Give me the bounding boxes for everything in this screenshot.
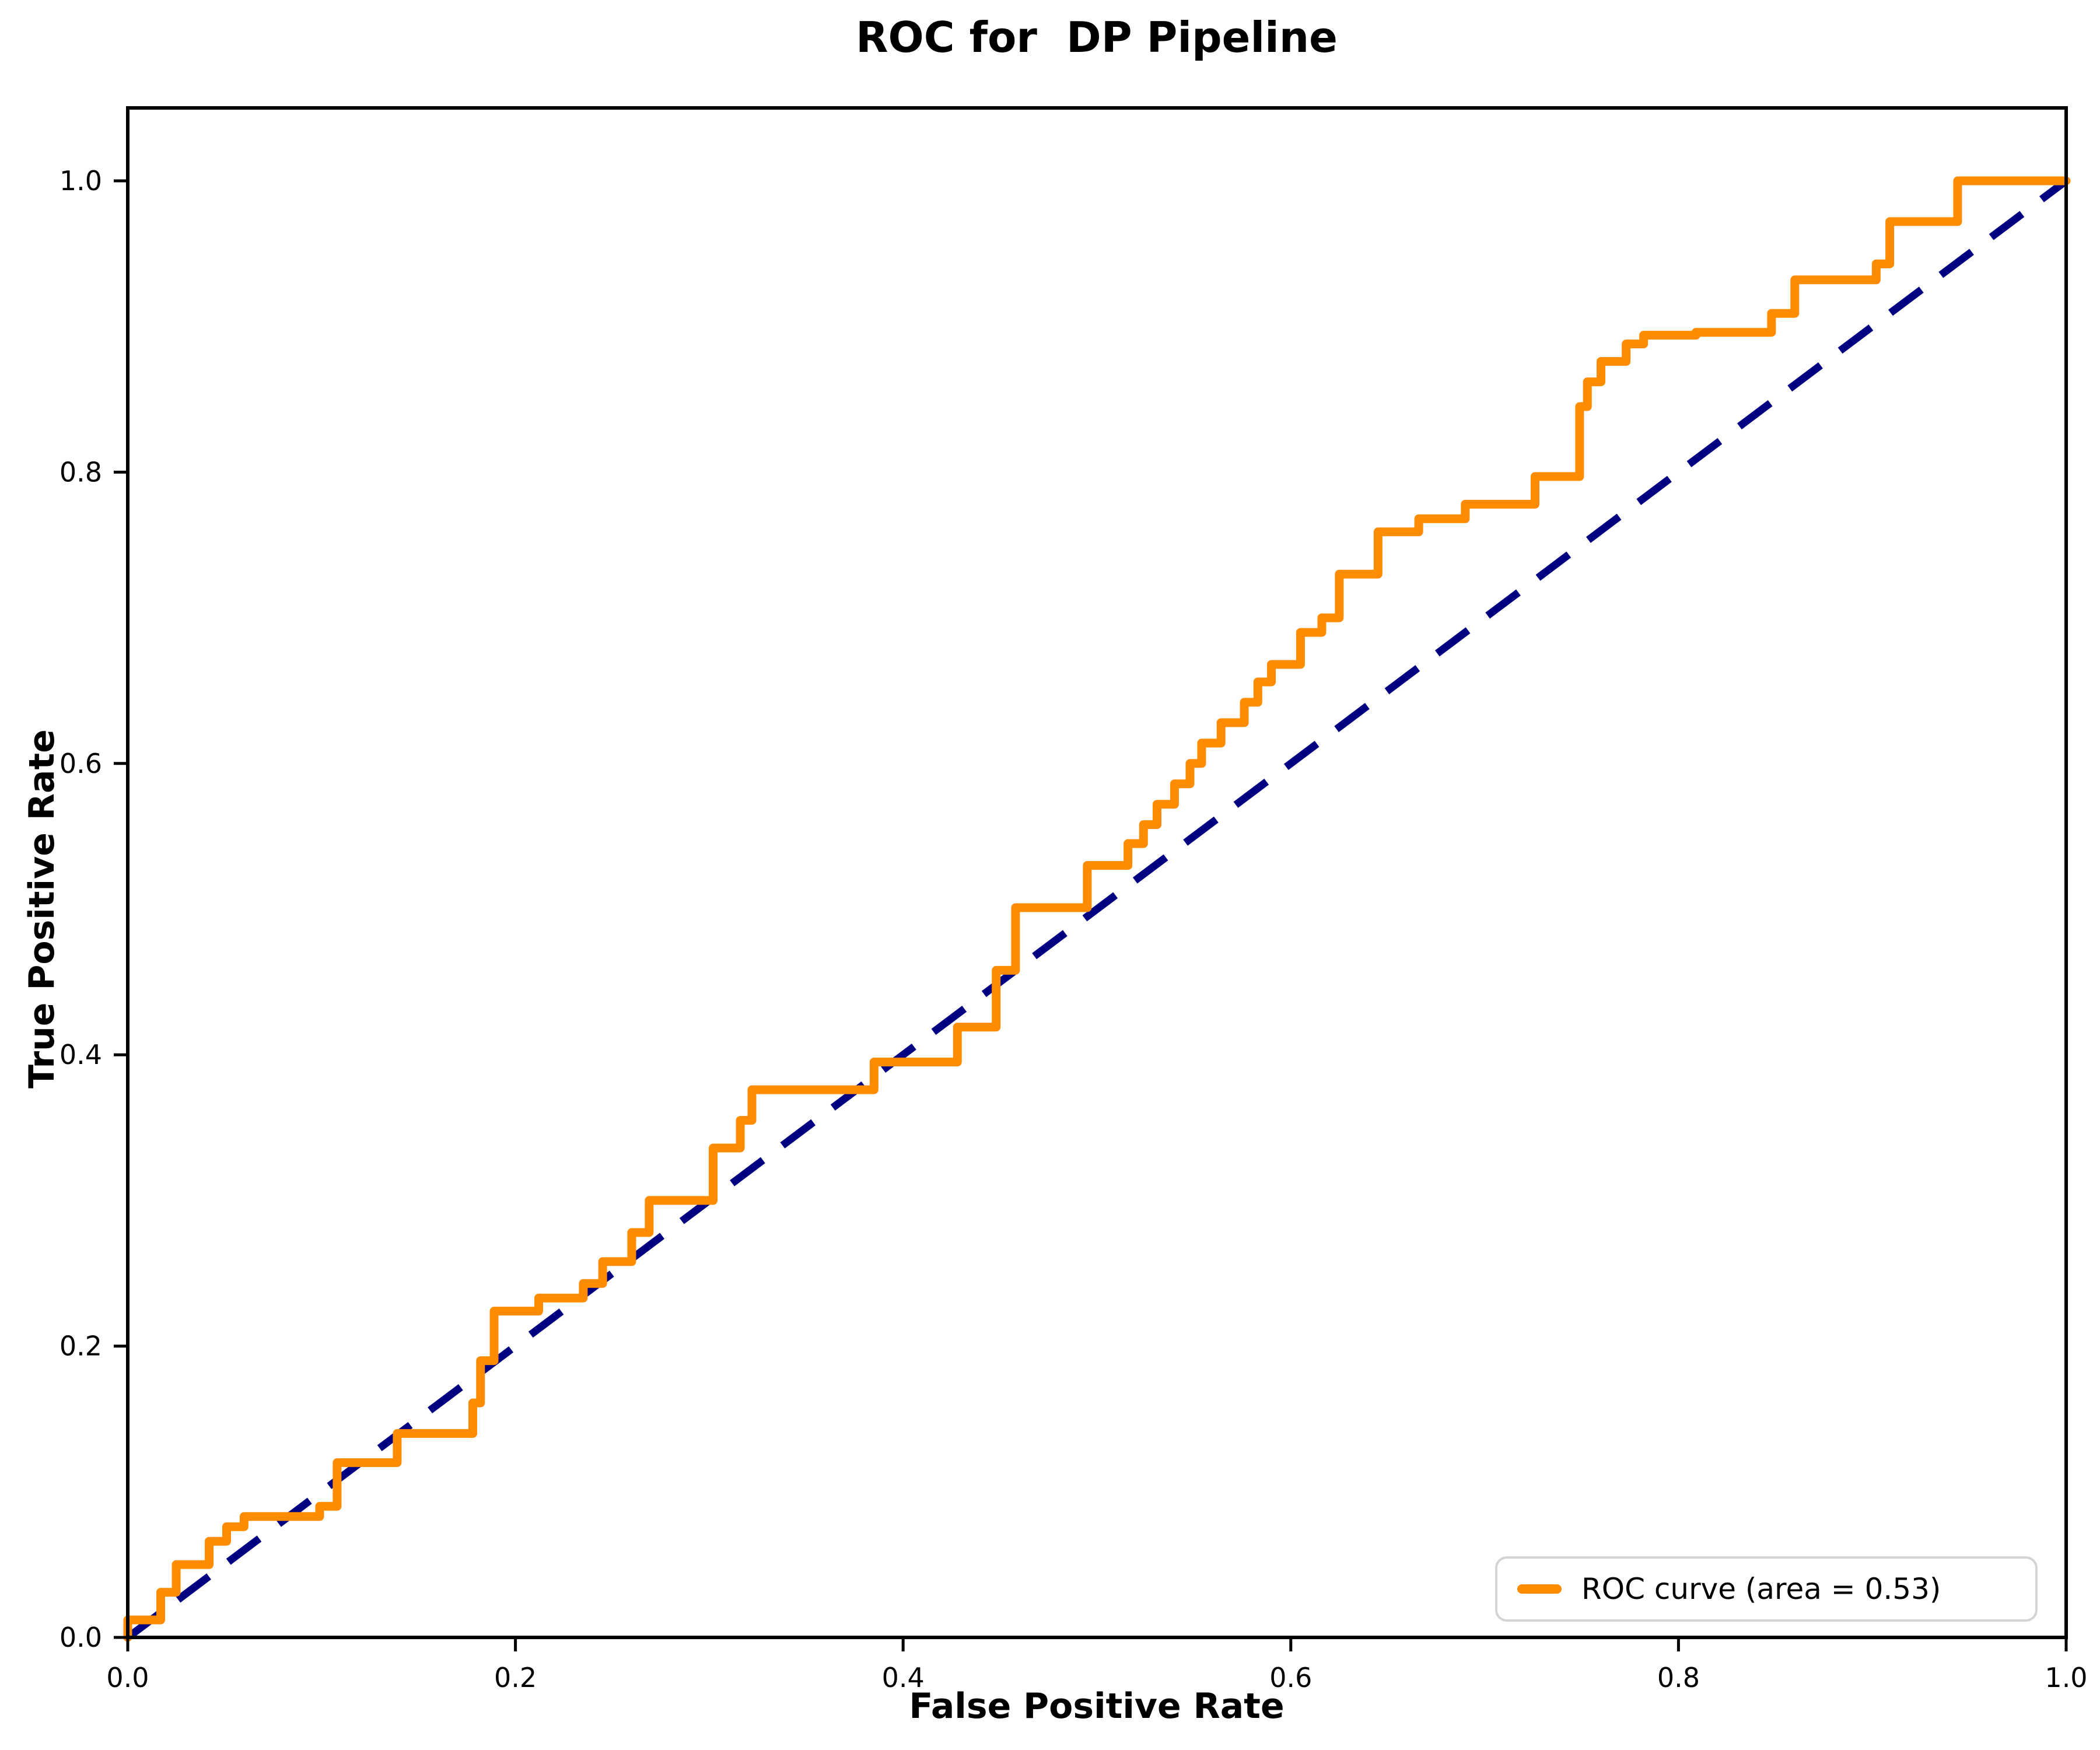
axes-spines [126, 106, 2068, 1639]
x-tick-label: 0.4 [882, 1662, 925, 1693]
chance-diagonal-line [125, 177, 2068, 1641]
x-tick-label: 1.0 [2045, 1662, 2087, 1693]
roc-curve-legend-label: ROC curve (area = 0.53) [1581, 1572, 1941, 1606]
y-tick-label: 1.0 [60, 165, 102, 197]
y-tick-label: 0.2 [60, 1331, 102, 1362]
x-tick-label: 0.6 [1269, 1662, 1312, 1693]
roc-curve-legend-swatch [1517, 1584, 1562, 1594]
y-tick-label: 0.6 [60, 748, 102, 779]
x-axis-label: False Positive Rate [909, 1686, 1284, 1727]
y-tick-label: 0.4 [60, 1039, 102, 1070]
legend: ROC curve (area = 0.53) [1495, 1556, 2038, 1622]
x-tick-label: 0.0 [106, 1662, 149, 1693]
y-axis-label: True Positive Rate [22, 729, 62, 1088]
chart-title: ROC for DP Pipeline [856, 13, 1338, 62]
y-tick-label: 0.0 [60, 1622, 102, 1653]
x-tick-label: 0.2 [494, 1662, 537, 1693]
y-tick-label: 0.8 [60, 456, 102, 488]
x-tick-label: 0.8 [1657, 1662, 1700, 1693]
roc-curve-line [123, 176, 2071, 1642]
